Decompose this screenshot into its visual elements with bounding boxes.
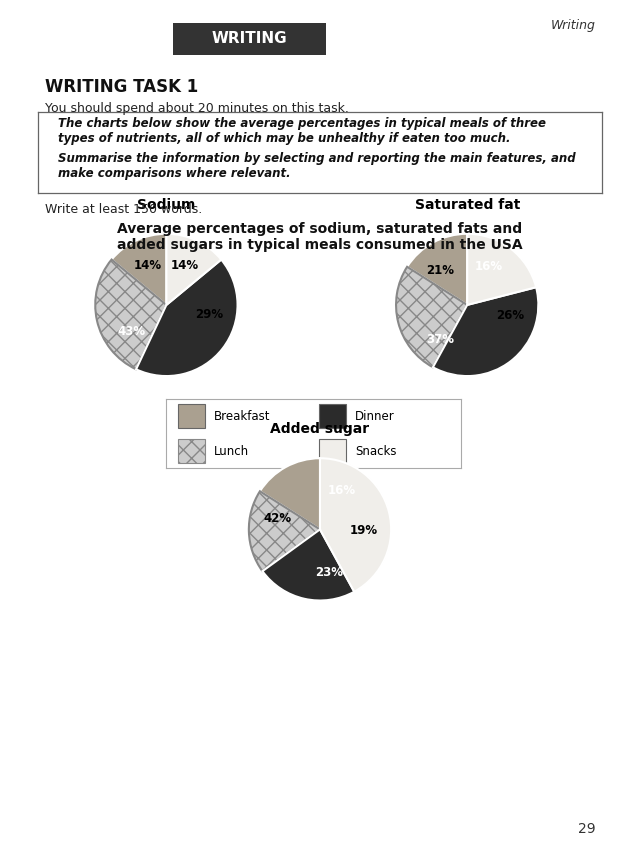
Bar	[319, 440, 346, 462]
Text: Snacks: Snacks	[355, 445, 396, 457]
Text: Writing: Writing	[550, 19, 595, 32]
Wedge shape	[262, 529, 355, 601]
Wedge shape	[467, 234, 536, 305]
Text: 29%: 29%	[195, 308, 223, 321]
Text: Write at least 150 words.: Write at least 150 words.	[45, 203, 202, 216]
Text: 43%: 43%	[118, 325, 146, 339]
Title: Added sugar: Added sugar	[271, 423, 369, 436]
Text: 23%: 23%	[316, 566, 344, 579]
Text: Dinner: Dinner	[355, 410, 395, 423]
Wedge shape	[166, 234, 221, 305]
Wedge shape	[260, 458, 320, 529]
Wedge shape	[433, 287, 538, 376]
Title: Saturated fat: Saturated fat	[415, 198, 520, 212]
Text: types of nutrients, all of which may be unhealthy if eaten too much.: types of nutrients, all of which may be …	[58, 132, 510, 145]
Wedge shape	[249, 491, 320, 571]
Bar	[178, 440, 205, 462]
Wedge shape	[396, 267, 467, 368]
Title: Sodium: Sodium	[137, 198, 196, 212]
Text: 26%: 26%	[496, 309, 524, 323]
Text: 16%: 16%	[327, 484, 355, 497]
Text: You should spend about 20 minutes on this task.: You should spend about 20 minutes on thi…	[45, 102, 349, 114]
Text: The charts below show the average percentages in typical meals of three: The charts below show the average percen…	[58, 117, 545, 130]
Text: Lunch: Lunch	[214, 445, 248, 457]
Bar	[178, 405, 205, 428]
Wedge shape	[136, 259, 237, 376]
Text: 37%: 37%	[426, 333, 454, 346]
Text: WRITING: WRITING	[212, 31, 287, 47]
Text: 14%: 14%	[134, 258, 162, 272]
Text: 42%: 42%	[263, 512, 291, 525]
Wedge shape	[95, 259, 166, 369]
Text: 29: 29	[577, 822, 595, 836]
Text: Summarise the information by selecting and reporting the main features, and: Summarise the information by selecting a…	[58, 152, 575, 164]
Text: 14%: 14%	[171, 258, 199, 272]
Wedge shape	[407, 234, 467, 305]
Wedge shape	[111, 234, 166, 305]
Text: WRITING TASK 1: WRITING TASK 1	[45, 78, 198, 96]
Text: 21%: 21%	[426, 263, 454, 277]
Wedge shape	[320, 458, 391, 592]
Text: make comparisons where relevant.: make comparisons where relevant.	[58, 167, 290, 180]
Text: 16%: 16%	[474, 260, 502, 273]
Text: 19%: 19%	[350, 524, 378, 537]
Bar	[319, 405, 346, 428]
Text: Breakfast: Breakfast	[214, 410, 270, 423]
Text: Average percentages of sodium, saturated fats and
added sugars in typical meals : Average percentages of sodium, saturated…	[117, 222, 523, 252]
